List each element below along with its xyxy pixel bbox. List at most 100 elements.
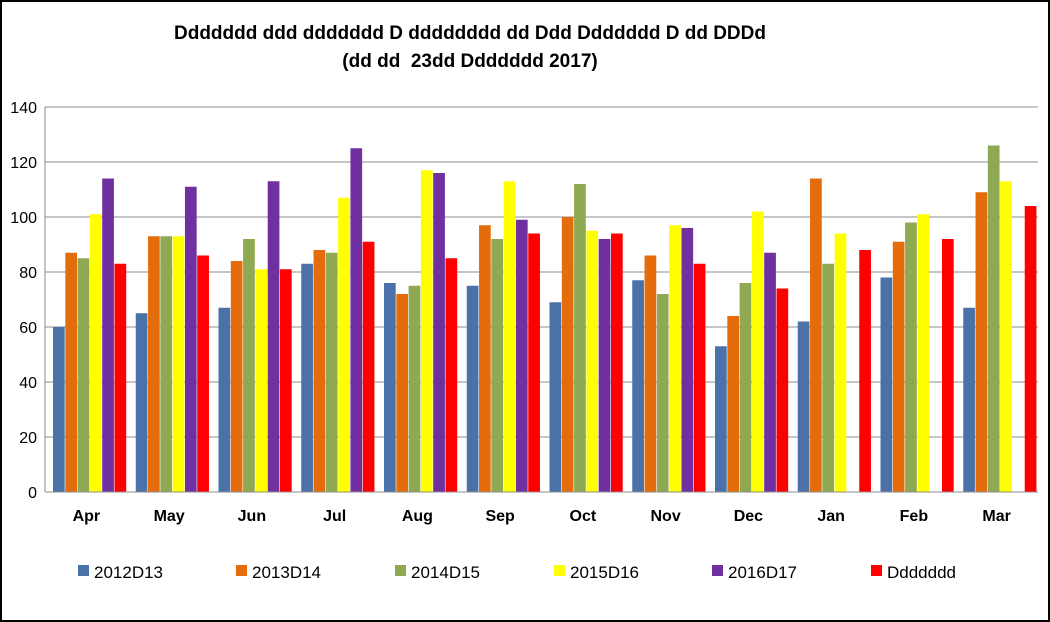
bar — [433, 173, 445, 492]
legend-label: 2012D13 — [94, 563, 163, 582]
bar — [280, 269, 292, 492]
bar — [491, 239, 503, 492]
bar — [421, 170, 433, 492]
x-tick-label: Aug — [402, 508, 433, 525]
legend-swatch — [712, 565, 723, 576]
y-tick-label: 140 — [10, 100, 37, 117]
legend-swatch — [236, 565, 247, 576]
x-tick-label: Jul — [323, 508, 346, 525]
bar — [467, 286, 479, 492]
bar — [53, 327, 65, 492]
x-tick-labels: Apr May Jun Jul Aug Sep Oct Nov Dec Jan Feb Mar — [73, 508, 1011, 525]
bar — [102, 179, 114, 493]
legend-label: 2014D15 — [411, 563, 480, 582]
y-tick-label: 120 — [10, 155, 37, 172]
bar — [409, 286, 421, 492]
bar — [822, 264, 834, 492]
bar — [586, 231, 598, 492]
bar — [550, 302, 562, 492]
legend-swatch — [554, 565, 565, 576]
bar — [976, 192, 988, 492]
bars — [53, 146, 1036, 493]
bar — [881, 278, 893, 493]
bar — [115, 264, 127, 492]
x-tick-label: Nov — [651, 508, 681, 525]
legend-label: 2016D17 — [728, 563, 797, 582]
bar — [917, 214, 929, 492]
y-tick-label: 20 — [19, 430, 37, 447]
bar — [160, 236, 172, 492]
bar — [893, 242, 905, 492]
bar — [963, 308, 975, 492]
x-tick-label: Oct — [570, 508, 597, 525]
x-tick-label: Apr — [73, 508, 101, 525]
y-tick-label: 40 — [19, 375, 37, 392]
y-tick-label: 0 — [28, 485, 37, 502]
x-tick-label: May — [154, 508, 185, 525]
x-tick-label: Jan — [817, 508, 845, 525]
bar — [681, 228, 693, 492]
x-tick-label: Sep — [485, 508, 515, 525]
bar — [1025, 206, 1037, 492]
bar — [669, 225, 681, 492]
bar — [504, 181, 516, 492]
bar — [78, 258, 90, 492]
legend-swatch — [871, 565, 882, 576]
bar — [599, 239, 611, 492]
legend-label: 2013D14 — [252, 563, 321, 582]
bar — [835, 234, 847, 493]
bar — [65, 253, 77, 492]
bar — [338, 198, 350, 492]
bar — [148, 236, 160, 492]
bar — [740, 283, 752, 492]
x-tick-label: Feb — [900, 508, 929, 525]
bar — [645, 256, 657, 493]
bar — [715, 346, 727, 492]
bar — [197, 256, 209, 493]
bar — [810, 179, 822, 493]
y-tick-label: 80 — [19, 265, 37, 282]
bar — [777, 289, 789, 493]
bar — [562, 217, 574, 492]
bar — [396, 294, 408, 492]
y-tick-labels: 0 20 40 60 80 100 120 140 — [10, 100, 37, 502]
bar — [90, 214, 102, 492]
bar — [350, 148, 362, 492]
bar — [516, 220, 528, 492]
bar — [859, 250, 871, 492]
bar — [173, 236, 185, 492]
bar — [479, 225, 491, 492]
y-tick-label: 60 — [19, 320, 37, 337]
bar — [243, 239, 255, 492]
bar — [528, 234, 540, 493]
x-tick-label: Mar — [982, 508, 1010, 525]
bar — [611, 234, 623, 493]
bar — [268, 181, 280, 492]
legend-label: Ddddddd — [887, 563, 956, 582]
bar — [326, 253, 338, 492]
bar — [231, 261, 243, 492]
legend-swatch — [78, 565, 89, 576]
bar — [764, 253, 776, 492]
bar — [136, 313, 148, 492]
bar — [798, 322, 810, 493]
bar — [657, 294, 669, 492]
legend-label: 2015D16 — [570, 563, 639, 582]
bar — [727, 316, 739, 492]
bar — [185, 187, 197, 492]
bar — [301, 264, 313, 492]
bar — [694, 264, 706, 492]
bar — [446, 258, 458, 492]
bar — [574, 184, 586, 492]
y-tick-label: 100 — [10, 210, 37, 227]
x-tick-label: Jun — [238, 508, 266, 525]
bar — [314, 250, 326, 492]
bar — [219, 308, 231, 492]
bar — [905, 223, 917, 493]
legend-swatch — [395, 565, 406, 576]
bar — [988, 146, 1000, 493]
bar — [1000, 181, 1012, 492]
bar — [363, 242, 375, 492]
x-tick-label: Dec — [734, 508, 763, 525]
